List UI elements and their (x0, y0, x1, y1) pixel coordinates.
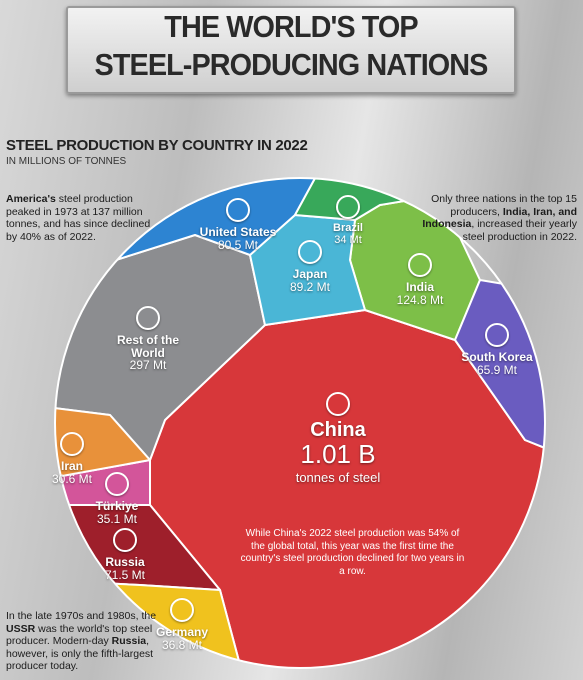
title-banner: THE WORLD'S TOP STEEL-PRODUCING NATIONS (66, 6, 516, 94)
cell-label: Brazil 34 Mt (308, 195, 388, 246)
country-name: Türkiye (95, 499, 139, 513)
annotation-text: While China's 2022 steel production was … (240, 528, 465, 577)
outline (54, 177, 546, 669)
value-label: 71.5 Mt (104, 567, 146, 582)
title-line: THE WORLD'S TOP (164, 9, 418, 44)
flag-icon (105, 472, 129, 496)
flag-icon (136, 306, 160, 330)
value-label: 124.8 Mt (396, 292, 444, 307)
flag-icon (326, 392, 350, 416)
country-name: China (310, 419, 366, 441)
annotation-text: was the world's top steel producer. Mode… (6, 622, 153, 648)
cell-label: Türkiye 35.1 Mt (77, 472, 157, 525)
annotation-text: Russia (111, 635, 147, 647)
country-name: Japan (292, 267, 328, 281)
country-name: Germany (155, 625, 209, 639)
value-label: 30.6 Mt (51, 471, 93, 486)
cell-label: Rest of the World 297 Mt (108, 306, 188, 372)
annotation: While China's 2022 steel production was … (240, 528, 465, 578)
caption: tonnes of steel (295, 470, 381, 486)
cell-label: India 124.8 Mt (380, 253, 460, 306)
country-name: South Korea (461, 350, 533, 364)
value-label: 80.5 Mt (217, 237, 259, 252)
cell (294, 178, 441, 221)
flag-icon (226, 198, 250, 222)
unit-label: IN MILLIONS OF TONNES (6, 156, 127, 167)
cell-label: Japan 89.2 Mt (270, 240, 350, 293)
subtitle: STEEL PRODUCTION BY COUNTRY IN 2022 (6, 137, 308, 154)
flag-icon (298, 240, 322, 264)
country-name: India (405, 280, 434, 294)
value-label: 89.2 Mt (289, 279, 331, 294)
annotation-text: India, Iran, and Indonesia (422, 205, 577, 231)
flag-icon (60, 432, 84, 456)
country-name: Brazil (333, 222, 363, 234)
annotation: In the late 1970s and 1980s, the USSR wa… (6, 610, 188, 673)
flag-icon (113, 528, 137, 552)
cell-label: Germany 36.8 Mt (142, 598, 222, 651)
value-label: 34 Mt (334, 233, 362, 246)
country-name: Rest of the World (116, 333, 179, 360)
annotation-text: , however, is only the fifth-largest pro… (6, 635, 154, 672)
annotation: America's steel production peaked in 197… (6, 193, 156, 243)
annotation-text: Only three nations in the top 15 produce… (431, 193, 577, 218)
annotation-text: steel production peaked in 1973 at 137 m… (6, 193, 151, 243)
title-line: STEEL-PRODUCING NATIONS (94, 47, 489, 82)
country-name: Iran (60, 459, 83, 473)
value-label: 35.1 Mt (96, 511, 138, 526)
value-label: 1.01 B (300, 439, 376, 469)
flag-icon (336, 195, 360, 219)
flag-icon (408, 253, 432, 277)
value-label: 65.9 Mt (476, 362, 518, 377)
annotation-text: USSR (6, 622, 36, 635)
cell-label: South Korea 65.9 Mt (457, 323, 537, 376)
cell-label: Iran 30.6 Mt (32, 432, 112, 485)
cell-label: Russia 71.5 Mt (85, 528, 165, 581)
annotation-text: America's (6, 193, 56, 205)
annotation-text: , increased their yearly steel productio… (462, 218, 577, 243)
annotation: Only three nations in the top 15 produce… (405, 193, 577, 243)
flag-icon (485, 323, 509, 347)
cell (55, 404, 151, 481)
annotation-text: In the late 1970s and 1980s, the (6, 610, 157, 622)
country-name: United States (199, 225, 277, 239)
flag-icon (170, 598, 194, 622)
value-label: 36.8 Mt (161, 637, 203, 652)
country-name: Russia (105, 555, 145, 569)
cell-label: United States 80.5 Mt (198, 198, 278, 251)
value-label: 297 Mt (129, 358, 167, 373)
